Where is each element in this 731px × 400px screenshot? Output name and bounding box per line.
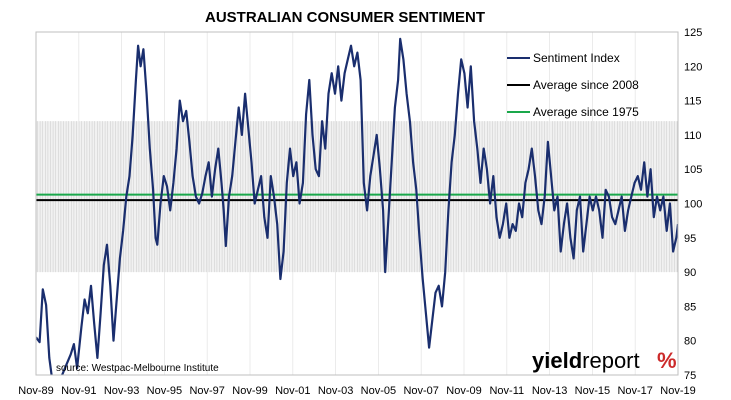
yieldreport-logo: yieldreport %	[532, 348, 677, 373]
y-tick-label: 110	[684, 130, 702, 142]
y-tick-label: 90	[684, 267, 696, 279]
x-tick-label: Nov-99	[232, 385, 267, 397]
y-tick-label: 95	[684, 233, 696, 245]
x-tick-label: Nov-07	[403, 385, 438, 397]
y-tick-label: 80	[684, 336, 696, 348]
y-tick-label: 100	[684, 199, 702, 211]
svg-text:yieldreport: yieldreport	[532, 348, 640, 373]
x-tick-label: Nov-03	[318, 385, 353, 397]
x-tick-label: Nov-15	[575, 385, 610, 397]
y-tick-label: 115	[684, 96, 702, 108]
x-tick-label: Nov-11	[489, 385, 524, 397]
x-tick-label: Nov-93	[104, 385, 139, 397]
average-lines	[36, 193, 678, 202]
x-tick-label: Nov-89	[18, 385, 53, 397]
x-tick-label: Nov-05	[361, 385, 396, 397]
legend-label: Average since 2008	[533, 78, 639, 92]
x-tick-label: Nov-09	[446, 385, 481, 397]
y-tick-label: 120	[684, 61, 702, 73]
y-tick-label: 125	[684, 27, 702, 39]
y-tick-label: 105	[684, 164, 702, 176]
x-tick-label: Nov-13	[532, 385, 567, 397]
x-tick-label: Nov-95	[147, 385, 182, 397]
x-tick-label: Nov-19	[660, 385, 695, 397]
legend-label: Average since 1975	[533, 105, 639, 119]
series-layer	[36, 37, 678, 375]
y-tick-label: 85	[684, 301, 696, 313]
sentiment-index-line	[36, 37, 678, 375]
x-tick-label: Nov-01	[275, 385, 310, 397]
logo-report: report	[582, 348, 639, 373]
x-tick-label: Nov-17	[617, 385, 652, 397]
x-axis-ticks: Nov-89 Nov-91 Nov-93 Nov-95 Nov-97 Nov-99 Nov-…	[18, 385, 695, 397]
source-annotation: source: Westpac-Melbourne Institute	[56, 363, 219, 374]
logo-percent-icon: %	[657, 348, 677, 373]
y-axis-ticks: 125 120 115 110 105 100 95 90 85 80 75	[684, 27, 702, 382]
x-tick-label: Nov-91	[61, 385, 96, 397]
x-tick-label: Nov-97	[189, 385, 224, 397]
y-tick-label: 75	[684, 370, 696, 382]
chart-title: AUSTRALIAN CONSUMER SENTIMENT	[205, 9, 485, 26]
legend-label: Sentiment Index	[533, 51, 620, 65]
legend: Sentiment Index Average since 2008 Average…	[507, 51, 639, 119]
logo-yield: yield	[532, 348, 582, 373]
plot-frame	[35, 31, 679, 376]
